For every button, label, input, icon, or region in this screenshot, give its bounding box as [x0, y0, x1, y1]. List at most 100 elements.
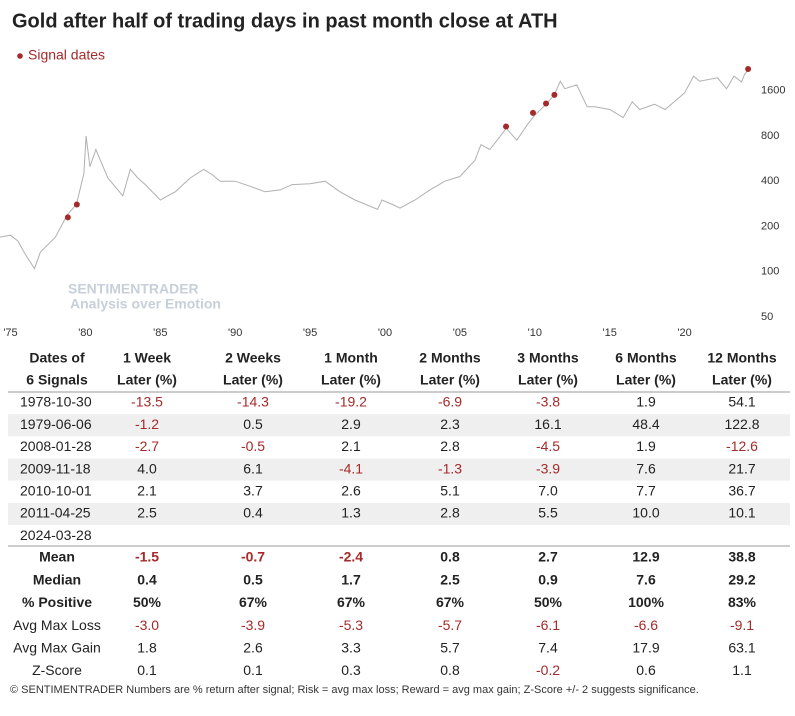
summary-cell: 29.2	[728, 571, 755, 587]
signal-point	[551, 91, 558, 98]
cell: 16.1	[534, 416, 561, 432]
price-line	[0, 69, 749, 270]
cell: 1.9	[636, 438, 656, 454]
signal-point	[745, 66, 752, 73]
summary-cell: 1.7	[341, 571, 361, 587]
date-cell: 2008-01-28	[20, 438, 92, 454]
column-header: Later (%)	[712, 372, 772, 388]
cell: 6.1	[243, 460, 263, 476]
summary-cell: -0.2	[536, 662, 560, 678]
cell: 5.1	[440, 483, 460, 499]
x-tick-label: '05	[453, 327, 467, 339]
summary-cell: 0.1	[137, 662, 157, 678]
summary-cell: -2.4	[339, 549, 363, 565]
cell: 10.0	[632, 505, 659, 521]
cell: 2.1	[341, 438, 361, 454]
summary-cell: 0.5	[243, 571, 263, 587]
cell: 3.7	[243, 483, 263, 499]
legend-label: Signal dates	[28, 47, 105, 63]
cell: 54.1	[728, 394, 755, 410]
y-tick-label: 50	[761, 311, 773, 323]
y-tick-label: 1600	[761, 85, 785, 97]
date-cell: 2010-10-01	[20, 483, 92, 499]
footnote: © SENTIMENTRADER Numbers are % return af…	[10, 684, 699, 696]
summary-cell: 100%	[628, 594, 664, 610]
summary-cell: -1.5	[135, 549, 159, 565]
summary-label: % Positive	[22, 594, 92, 610]
summary-cell: 50%	[534, 594, 563, 610]
cell: 5.5	[538, 505, 558, 521]
y-tick-label: 400	[761, 175, 779, 187]
summary-cell: 17.9	[632, 640, 659, 656]
cell: 7.7	[636, 483, 656, 499]
column-header: 12 Months	[707, 350, 776, 366]
signal-point	[529, 109, 536, 116]
column-header: Later (%)	[223, 372, 283, 388]
summary-cell: 83%	[728, 594, 757, 610]
x-tick-label: '15	[603, 327, 617, 339]
cell: -12.6	[726, 438, 758, 454]
cell: -6.9	[438, 394, 462, 410]
cell: -1.3	[438, 460, 462, 476]
y-tick-label: 800	[761, 130, 779, 142]
date-cell: 1979-06-06	[20, 416, 92, 432]
x-tick-label: '00	[378, 327, 392, 339]
cell: 2.6	[341, 483, 361, 499]
cell: 2.1	[137, 483, 157, 499]
row-band	[8, 503, 790, 525]
cell: 7.0	[538, 483, 558, 499]
x-tick-label: '80	[78, 327, 92, 339]
column-header: Later (%)	[321, 372, 381, 388]
column-header: 1 Week	[123, 350, 171, 366]
cell: -4.1	[339, 460, 363, 476]
x-tick-label: '85	[153, 327, 167, 339]
column-header: 2 Weeks	[225, 350, 281, 366]
summary-cell: -6.1	[536, 617, 560, 633]
cell: 7.6	[636, 460, 656, 476]
summary-cell: 12.9	[632, 549, 659, 565]
column-header: Later (%)	[616, 372, 676, 388]
summary-cell: 67%	[239, 594, 268, 610]
summary-cell: 63.1	[728, 640, 755, 656]
summary-cell: 0.8	[440, 549, 460, 565]
summary-label: Mean	[39, 549, 75, 565]
cell: -2.7	[135, 438, 159, 454]
summary-cell: 67%	[337, 594, 366, 610]
cell: 2.5	[137, 505, 157, 521]
date-cell: 1978-10-30	[20, 394, 92, 410]
summary-label: Avg Max Gain	[13, 640, 101, 656]
summary-cell: -9.1	[730, 617, 754, 633]
watermark: Analysis over Emotion	[70, 296, 221, 312]
summary-cell: 0.6	[636, 662, 656, 678]
cell: -13.5	[131, 394, 163, 410]
column-header: Later (%)	[420, 372, 480, 388]
column-header: Later (%)	[518, 372, 578, 388]
cell: 2.8	[440, 505, 460, 521]
cell: 2.3	[440, 416, 460, 432]
cell: 36.7	[728, 483, 755, 499]
y-tick-label: 200	[761, 220, 779, 232]
date-cell: 2011-04-25	[20, 505, 91, 521]
x-tick-label: '20	[677, 327, 691, 339]
x-tick-label: '75	[3, 327, 17, 339]
chart-title: Gold after half of trading days in past …	[12, 10, 558, 32]
summary-label: Z-Score	[32, 662, 82, 678]
summary-cell: 0.9	[538, 571, 558, 587]
summary-label: Median	[33, 571, 81, 587]
cell: 1.3	[341, 505, 361, 521]
summary-cell: 38.8	[728, 549, 755, 565]
summary-cell: 0.4	[137, 571, 157, 587]
summary-cell: 2.7	[538, 549, 558, 565]
summary-cell: 1.1	[732, 662, 752, 678]
summary-cell: 1.8	[137, 640, 157, 656]
column-header: 6 Months	[615, 350, 677, 366]
signal-point	[73, 201, 80, 208]
y-tick-label: 100	[761, 266, 779, 278]
cell: 0.4	[243, 505, 263, 521]
summary-cell: 2.6	[243, 640, 263, 656]
cell: -3.9	[536, 460, 560, 476]
watermark: SENTIMENTRADER	[68, 281, 199, 297]
row-band	[8, 458, 790, 481]
column-header: 3 Months	[517, 350, 579, 366]
